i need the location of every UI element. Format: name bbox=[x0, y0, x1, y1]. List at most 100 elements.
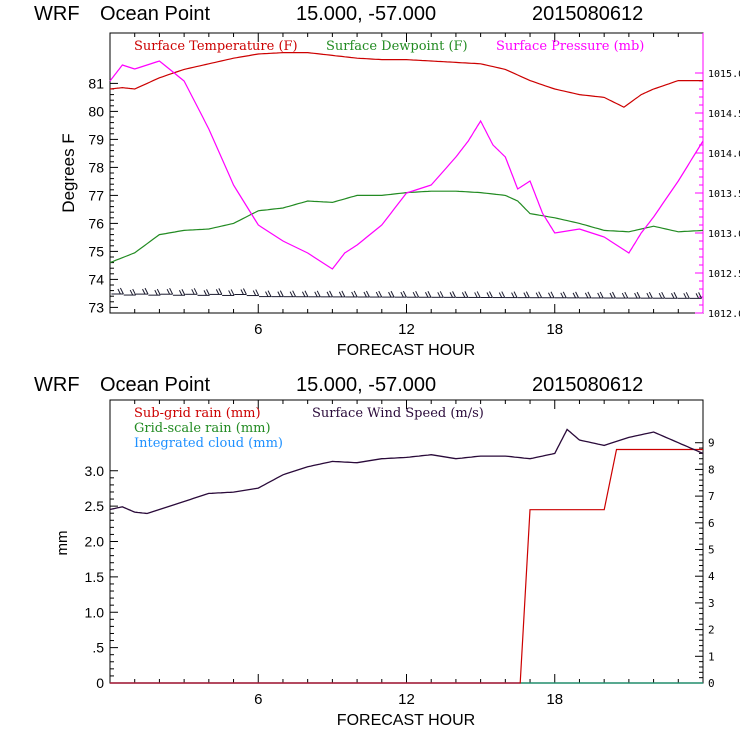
wind-barb-flag bbox=[523, 292, 527, 298]
wind-barb-flag bbox=[461, 292, 466, 298]
wind-barb-flag bbox=[427, 291, 432, 298]
bottom-x-axis: 6 12 18 bbox=[134, 400, 679, 708]
wind-barb-flag bbox=[621, 292, 626, 299]
bottom-left-axis: 0 .5 1.0 1.5 2.0 2.5 3.0 bbox=[85, 463, 118, 691]
right-tick-label: 6 bbox=[708, 517, 715, 530]
right-tick-label: 3 bbox=[708, 597, 715, 610]
wind-barb-flag bbox=[252, 290, 257, 296]
top-right-axis: 1012.0 1012.5 1013.0 1013.5 1014.0 1014.5 1015… bbox=[695, 69, 740, 320]
top-title-coords: 15.000, -57.000 bbox=[296, 3, 436, 25]
wind-barb-flag bbox=[562, 291, 567, 299]
top-title-model: WRF bbox=[34, 3, 80, 25]
right-tick-label: 1014.0 bbox=[708, 149, 740, 160]
wind-barb-flag bbox=[572, 292, 577, 299]
wind-barb-flag bbox=[304, 290, 309, 297]
wind-barb-flag bbox=[351, 291, 355, 298]
legend-surface-dewpoint: Surface Dewpoint (F) bbox=[326, 39, 468, 54]
wind-barb-flag bbox=[390, 290, 395, 298]
right-tick-label: 7 bbox=[708, 490, 715, 503]
x-tick-label: 18 bbox=[546, 691, 563, 708]
wind-barb-flag bbox=[525, 291, 530, 298]
bottom-title-location: Ocean Point bbox=[100, 374, 211, 396]
wind-barb-flag bbox=[215, 289, 220, 295]
wind-barb-flag bbox=[193, 288, 198, 295]
wind-barb-flag bbox=[314, 291, 318, 298]
wind-barb-flag bbox=[511, 292, 515, 298]
wind-barb-flag bbox=[363, 291, 367, 298]
right-tick-label: 1013.5 bbox=[708, 189, 740, 200]
wind-barb-flag bbox=[661, 291, 666, 299]
top-ylabel: Degrees F bbox=[59, 133, 78, 212]
wind-barb-flag bbox=[338, 291, 343, 298]
top-x-axis: 6 12 18 bbox=[134, 33, 679, 338]
wind-barb-flag bbox=[277, 291, 281, 297]
wind-barb-flag bbox=[486, 292, 490, 298]
wind-barb-flag bbox=[142, 288, 146, 295]
left-tick-label: 76 bbox=[88, 215, 104, 231]
legend-wind-speed: Surface Wind Speed (m/s) bbox=[312, 406, 484, 421]
wind-barb-flag bbox=[535, 292, 540, 298]
wind-barb-flag bbox=[575, 291, 580, 299]
top-panel: WRF Ocean Point 15.000, -57.000 20150806… bbox=[34, 3, 740, 359]
wind-barb-flag bbox=[538, 291, 543, 298]
wind-barb-flag bbox=[388, 291, 392, 298]
wind-barb-flag bbox=[117, 288, 121, 295]
wind-barb-flag bbox=[425, 292, 429, 298]
wind-barb-flag bbox=[178, 290, 183, 296]
bottom-right-axis: 0 1 2 3 4 5 6 7 8 9 bbox=[695, 437, 715, 690]
wind-barb-flag bbox=[203, 290, 207, 296]
legend-surface-pressure: Surface Pressure (mb) bbox=[496, 39, 644, 54]
x-tick-label: 6 bbox=[254, 321, 262, 338]
wind-barb-flag bbox=[489, 291, 493, 298]
series-subgrid-rain bbox=[110, 448, 703, 684]
wind-barb-flag bbox=[437, 292, 441, 298]
legend-integrated-cloud: Integrated cloud (mm) bbox=[134, 436, 283, 451]
wind-barb-flag bbox=[206, 289, 210, 296]
wind-barbs bbox=[111, 287, 703, 299]
right-tick-label: 1 bbox=[708, 650, 715, 663]
x-tick-label: 18 bbox=[546, 321, 563, 338]
wind-barb-flag bbox=[329, 290, 333, 298]
legend-subgrid-rain: Sub-grid rain (mm) bbox=[134, 406, 261, 421]
right-tick-label: 1012.5 bbox=[708, 269, 740, 280]
left-tick-label: .5 bbox=[92, 640, 104, 656]
left-tick-label: 80 bbox=[88, 103, 104, 119]
bottom-title-coords: 15.000, -57.000 bbox=[296, 374, 436, 396]
wind-barb-flag bbox=[132, 288, 137, 296]
wind-barb-flag bbox=[646, 292, 650, 299]
wind-barb-flag bbox=[683, 293, 687, 299]
right-tick-label: 8 bbox=[708, 463, 715, 476]
wind-barb-flag bbox=[597, 292, 601, 299]
right-tick-label: 1015.0 bbox=[708, 69, 740, 80]
wind-barb-flag bbox=[612, 291, 616, 299]
top-left-axis: 73 74 75 76 77 78 79 80 81 bbox=[88, 75, 118, 315]
left-tick-label: 1.0 bbox=[85, 604, 105, 620]
left-tick-label: 1.5 bbox=[85, 569, 105, 585]
x-tick-label: 12 bbox=[398, 691, 415, 708]
wind-barb-flag bbox=[230, 289, 235, 296]
right-tick-label: 0 bbox=[708, 677, 715, 690]
wind-barb-flag bbox=[548, 292, 552, 298]
series-surface-dewpoint bbox=[109, 190, 704, 264]
right-tick-label: 5 bbox=[708, 544, 715, 557]
wind-barb-flag bbox=[513, 291, 518, 298]
top-plot-frame bbox=[109, 32, 704, 314]
bottom-title-model: WRF bbox=[34, 374, 80, 396]
wind-barb-flag bbox=[560, 292, 564, 299]
wind-barb-flag bbox=[154, 289, 158, 296]
left-tick-label: 2.5 bbox=[85, 498, 105, 514]
wind-barb-flag bbox=[412, 291, 417, 298]
wind-barb-flag bbox=[267, 290, 272, 297]
wind-barb-flag bbox=[169, 287, 174, 295]
wind-barb-flag bbox=[242, 288, 247, 295]
wind-barb-flag bbox=[316, 290, 321, 298]
wind-barb-flag bbox=[279, 290, 284, 297]
wind-barb-flag bbox=[685, 292, 690, 299]
left-tick-label: 79 bbox=[88, 131, 104, 147]
wind-barb-flag bbox=[326, 291, 330, 298]
wind-barb-flag bbox=[129, 289, 134, 296]
wind-barb-flag bbox=[587, 291, 592, 299]
wind-barb-flag bbox=[584, 292, 589, 299]
left-tick-label: 73 bbox=[88, 299, 104, 315]
wind-barb-flag bbox=[449, 292, 454, 298]
